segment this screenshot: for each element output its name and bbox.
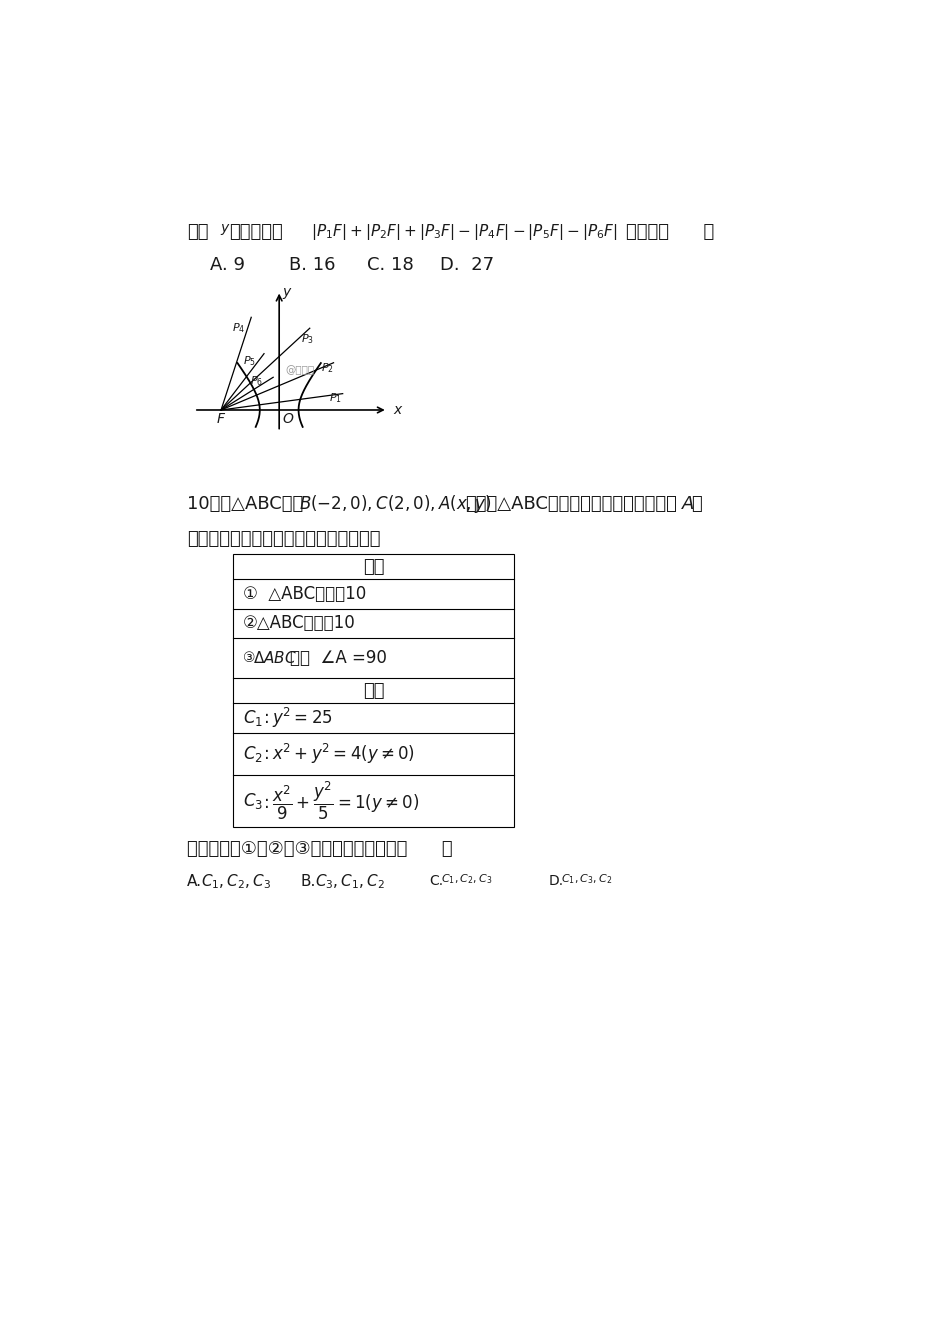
Text: 方程: 方程 — [363, 681, 385, 700]
Text: 中，  ∠A =90: 中， ∠A =90 — [290, 649, 387, 667]
Text: $P_4$: $P_4$ — [232, 321, 245, 335]
Bar — [234, 554, 514, 828]
Text: $C_1$: $C_1$ — [243, 708, 263, 728]
Text: $: y^2 =25$: $: y^2 =25$ — [259, 706, 332, 730]
Text: 轨迹方程，下表给出了一些条件及方程：: 轨迹方程，下表给出了一些条件及方程： — [187, 531, 380, 548]
Text: $P_1$: $P_1$ — [329, 391, 342, 405]
Text: $O$: $O$ — [281, 411, 294, 426]
Text: 轴对称，则: 轴对称，则 — [229, 223, 282, 241]
Text: $: \dfrac{x^2}{9} + \dfrac{y^2}{5} =1\left(y \neq 0\right)$: $: \dfrac{x^2}{9} + \dfrac{y^2}{5} =1\le… — [259, 780, 419, 823]
Text: $P_2$: $P_2$ — [321, 362, 333, 375]
Text: A.: A. — [187, 874, 202, 888]
Text: ③: ③ — [243, 650, 256, 665]
Text: $C_1,C_2,C_3$: $C_1,C_2,C_3$ — [441, 872, 493, 886]
Text: $A$: $A$ — [681, 495, 695, 513]
Text: @正确去: @正确去 — [285, 366, 314, 375]
Text: 的值是（      ）: 的值是（ ） — [626, 223, 714, 241]
Text: ②△ABC面积为10: ②△ABC面积为10 — [243, 614, 355, 632]
Text: $y$: $y$ — [282, 286, 293, 301]
Text: $C_3$: $C_3$ — [243, 792, 263, 812]
Text: 则满足条件①，②，③的轨迹方程依次为（      ）: 则满足条件①，②，③的轨迹方程依次为（ ） — [187, 840, 452, 857]
Text: C.: C. — [428, 874, 443, 888]
Text: $\Delta ABC$: $\Delta ABC$ — [253, 650, 296, 665]
Text: $C_2$: $C_2$ — [243, 743, 262, 763]
Text: 10、在△ABC中，: 10、在△ABC中， — [187, 495, 303, 513]
Text: D.: D. — [549, 874, 564, 888]
Text: 条件: 条件 — [363, 558, 385, 575]
Text: B. 16: B. 16 — [289, 257, 335, 274]
Text: $C_1,C_2,C_3$: $C_1,C_2,C_3$ — [200, 872, 271, 891]
Text: ，给出△ABC满足的条件，就能得到动点: ，给出△ABC满足的条件，就能得到动点 — [466, 495, 677, 513]
Text: $P_6$: $P_6$ — [251, 374, 263, 387]
Text: $|P_1F|+|P_2F|+|P_3F|-|P_4F|-|P_5F|-|P_6F|$: $|P_1F|+|P_2F|+|P_3F|-|P_4F|-|P_5F|-|P_6… — [311, 222, 618, 242]
Text: $B(-2,0), C(2,0), A(x,y)$: $B(-2,0), C(2,0), A(x,y)$ — [299, 493, 492, 515]
Text: C. 18: C. 18 — [367, 257, 413, 274]
Text: D.  27: D. 27 — [441, 257, 495, 274]
Text: $y$: $y$ — [219, 222, 230, 237]
Text: $C_1,C_3,C_2$: $C_1,C_3,C_2$ — [561, 872, 613, 886]
Text: A. 9: A. 9 — [210, 257, 245, 274]
Text: $F$: $F$ — [217, 411, 226, 426]
Text: $x$: $x$ — [393, 403, 404, 417]
Text: $P_3$: $P_3$ — [301, 332, 314, 345]
Text: ①  △ABC周长为10: ① △ABC周长为10 — [243, 585, 366, 603]
Text: 的: 的 — [691, 495, 701, 513]
Text: $P_5$: $P_5$ — [243, 353, 256, 368]
Text: 关于: 关于 — [187, 223, 208, 241]
Text: $: x^2 + y^2 =4\left(y \neq 0\right)$: $: x^2 + y^2 =4\left(y \neq 0\right)$ — [259, 742, 415, 766]
Text: B.: B. — [301, 874, 316, 888]
Text: $C_3,C_1,C_2$: $C_3,C_1,C_2$ — [314, 872, 385, 891]
